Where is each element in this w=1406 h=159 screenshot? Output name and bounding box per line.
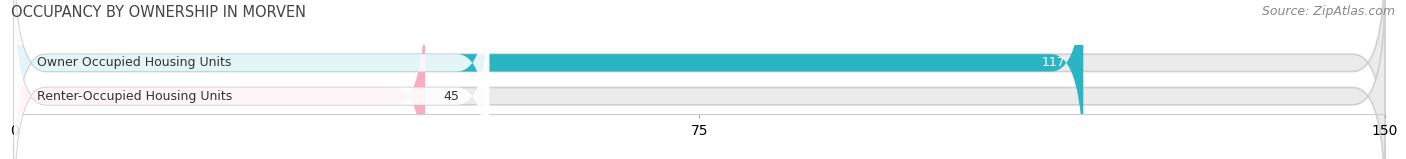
FancyBboxPatch shape — [14, 0, 1084, 159]
FancyBboxPatch shape — [14, 0, 1385, 159]
Text: Renter-Occupied Housing Units: Renter-Occupied Housing Units — [37, 90, 232, 103]
FancyBboxPatch shape — [14, 0, 489, 159]
FancyBboxPatch shape — [14, 0, 426, 159]
Text: OCCUPANCY BY OWNERSHIP IN MORVEN: OCCUPANCY BY OWNERSHIP IN MORVEN — [11, 5, 307, 20]
Text: 117: 117 — [1042, 56, 1066, 69]
Text: Owner Occupied Housing Units: Owner Occupied Housing Units — [37, 56, 231, 69]
Text: Source: ZipAtlas.com: Source: ZipAtlas.com — [1261, 5, 1395, 18]
FancyBboxPatch shape — [14, 0, 489, 159]
FancyBboxPatch shape — [14, 0, 1385, 159]
Text: 45: 45 — [444, 90, 460, 103]
